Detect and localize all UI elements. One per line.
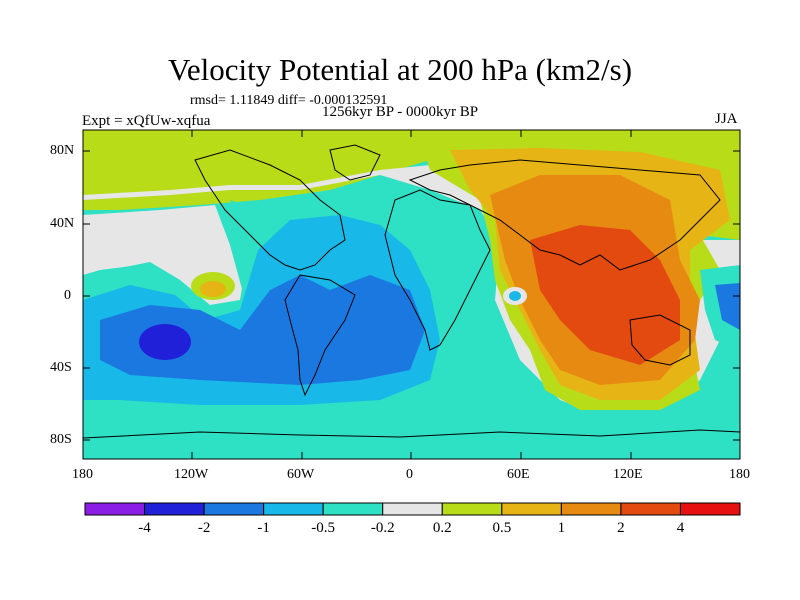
coast-greenland	[329, 144, 381, 181]
colorbar-box	[263, 502, 324, 516]
lon-label-120e: 120E	[613, 467, 643, 482]
colorbar-label: -0.2	[370, 520, 395, 536]
colorbar	[84, 502, 741, 516]
colorbar-label: -1	[257, 520, 270, 536]
lat-label-40s: 40S	[50, 360, 72, 375]
colorbar-box	[144, 502, 205, 516]
colorbar-label: -4	[138, 520, 151, 536]
colorbar-box	[382, 502, 443, 516]
colorbar-box	[84, 502, 146, 516]
lat-label-40n: 40N	[50, 216, 75, 231]
field-east-pacific-blue	[715, 283, 740, 330]
contour-field	[83, 130, 740, 459]
colorbar-label: 2	[617, 520, 625, 536]
field-indian-blue-spot	[509, 291, 521, 301]
colorbar-box	[441, 502, 503, 516]
rmsd-stats: rmsd= 1.11849 diff= -0.000132591	[190, 93, 388, 108]
colorbar-box	[203, 502, 265, 516]
season-label: JJA	[715, 111, 738, 127]
colorbar-box	[560, 502, 622, 516]
field-east-red-core	[530, 225, 680, 365]
colorbar-label: 0.5	[492, 520, 512, 536]
experiment-label: Expt = xQfUw-xqfua	[82, 113, 211, 129]
lon-label-120w: 120W	[174, 467, 209, 482]
lon-label-60e: 60E	[507, 467, 530, 482]
coast-africa	[384, 189, 491, 351]
colorbar-label: 0.2	[432, 520, 452, 536]
lat-label-80n: 80N	[50, 143, 75, 158]
field-blue-zone	[100, 275, 425, 385]
colorbar-label: 4	[676, 520, 685, 536]
coast-australia	[629, 314, 691, 366]
lat-label-80s: 80S	[50, 432, 72, 447]
colorbar-box	[679, 502, 741, 516]
lat-tick-marks	[83, 150, 740, 441]
lon-label-180e: 180	[729, 467, 750, 482]
field-dark-blue-core	[139, 324, 191, 360]
period-label: 1256kyr BP - 0000kyr BP	[322, 104, 479, 120]
lon-label-60w: 60W	[287, 467, 315, 482]
colorbar-box	[501, 502, 562, 516]
coast-eurasia	[408, 159, 721, 271]
colorbar-label: -2	[197, 520, 211, 536]
colorbar-label: -0.5	[311, 520, 336, 536]
field-pacific-yellow-patch	[200, 281, 226, 297]
coastlines	[83, 144, 740, 439]
colorbar-box	[620, 502, 681, 516]
field-south-teal	[83, 410, 740, 459]
coast-antarctica	[83, 429, 740, 439]
lat-label-0: 0	[64, 288, 71, 303]
colorbar-box	[322, 502, 384, 516]
coast-south-america	[284, 274, 356, 397]
map-title: Velocity Potential at 200 hPa (km2/s)	[167, 52, 633, 87]
colorbar-label: 1	[557, 520, 566, 536]
coast-north-america	[194, 149, 346, 271]
lon-tick-marks	[191, 130, 632, 459]
lon-label-180w: 180	[72, 467, 93, 482]
lon-label-0: 0	[406, 467, 413, 482]
